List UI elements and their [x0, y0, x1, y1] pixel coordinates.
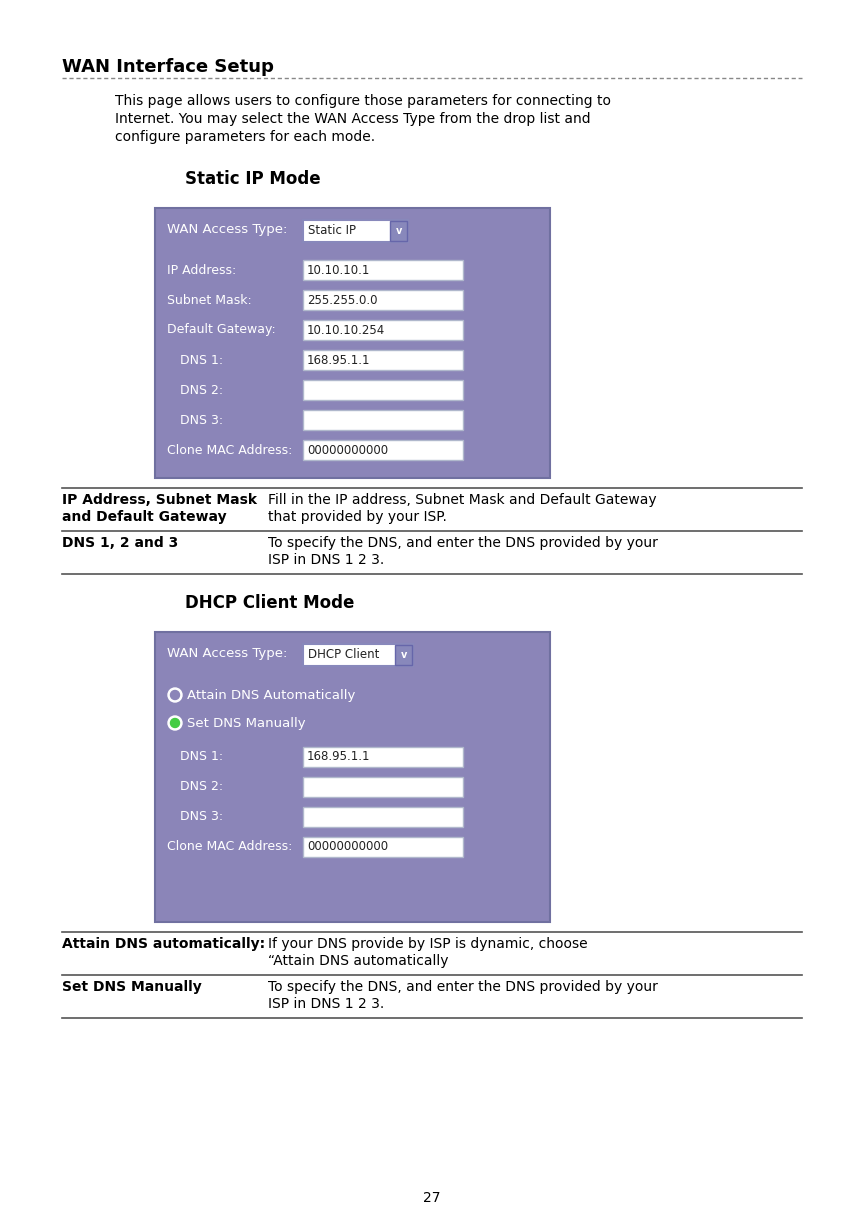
Text: 168.95.1.1: 168.95.1.1 [307, 750, 371, 764]
Text: 00000000000: 00000000000 [307, 840, 388, 853]
Text: Clone MAC Address:: Clone MAC Address: [167, 840, 292, 853]
Bar [303, 747, 463, 768]
Text: DNS 1:: DNS 1: [180, 750, 223, 764]
Text: 00000000000: 00000000000 [307, 443, 388, 457]
Bar [155, 208, 550, 478]
Text: 168.95.1.1: 168.95.1.1 [307, 354, 371, 366]
Text: DNS 2:: DNS 2: [180, 781, 223, 793]
Text: v: v [401, 650, 407, 659]
Text: Static IP Mode: Static IP Mode [185, 169, 321, 188]
Bar [155, 632, 550, 922]
Text: To specify the DNS, and enter the DNS provided by your: To specify the DNS, and enter the DNS pr… [268, 980, 658, 993]
Text: DNS 1, 2 and 3: DNS 1, 2 and 3 [62, 535, 178, 550]
Text: DHCP Client Mode: DHCP Client Mode [185, 594, 354, 612]
Bar [303, 777, 463, 797]
Text: WAN Access Type:: WAN Access Type: [167, 647, 288, 659]
Text: Default Gateway:: Default Gateway: [167, 323, 276, 336]
Text: Attain DNS Automatically: Attain DNS Automatically [187, 689, 355, 701]
Circle shape [170, 718, 180, 727]
Text: Clone MAC Address:: Clone MAC Address: [167, 443, 292, 457]
Text: DNS 1:: DNS 1: [180, 354, 223, 366]
Text: “Attain DNS automatically: “Attain DNS automatically [268, 954, 448, 968]
Circle shape [168, 716, 182, 729]
Bar [303, 260, 463, 280]
Text: DHCP Client: DHCP Client [308, 648, 379, 662]
Text: Attain DNS automatically:: Attain DNS automatically: [62, 937, 265, 950]
Text: Internet. You may select the WAN Access Type from the drop list and: Internet. You may select the WAN Access … [115, 112, 591, 126]
Bar [303, 643, 413, 666]
Bar [303, 290, 463, 309]
Text: If your DNS provide by ISP is dynamic, choose: If your DNS provide by ISP is dynamic, c… [268, 937, 588, 950]
Bar [303, 379, 463, 400]
Text: that provided by your ISP.: that provided by your ISP. [268, 510, 447, 524]
Circle shape [168, 688, 182, 702]
Bar [303, 350, 463, 370]
Text: To specify the DNS, and enter the DNS provided by your: To specify the DNS, and enter the DNS pr… [268, 535, 658, 550]
Text: This page allows users to configure those parameters for connecting to: This page allows users to configure thos… [115, 95, 611, 108]
Bar [303, 321, 463, 340]
Bar [303, 837, 463, 857]
Bar [390, 221, 407, 241]
Bar [303, 440, 463, 460]
Text: 27: 27 [423, 1191, 441, 1205]
Text: Subnet Mask:: Subnet Mask: [167, 293, 251, 307]
Text: Set DNS Manually: Set DNS Manually [62, 980, 202, 993]
Text: DNS 2:: DNS 2: [180, 383, 223, 397]
Text: v: v [396, 226, 402, 236]
Text: and Default Gateway: and Default Gateway [62, 510, 226, 524]
Text: configure parameters for each mode.: configure parameters for each mode. [115, 130, 375, 144]
Text: Fill in the IP address, Subnet Mask and Default Gateway: Fill in the IP address, Subnet Mask and … [268, 492, 657, 507]
Text: Static IP: Static IP [308, 225, 356, 237]
Text: 10.10.10.1: 10.10.10.1 [307, 264, 371, 276]
Text: Set DNS Manually: Set DNS Manually [187, 716, 306, 729]
Bar [303, 220, 408, 242]
Text: ISP in DNS 1 2 3.: ISP in DNS 1 2 3. [268, 553, 384, 567]
Circle shape [170, 690, 180, 700]
Text: 10.10.10.254: 10.10.10.254 [307, 323, 385, 336]
Text: WAN Interface Setup: WAN Interface Setup [62, 58, 274, 76]
Bar [395, 645, 412, 666]
Text: ISP in DNS 1 2 3.: ISP in DNS 1 2 3. [268, 997, 384, 1011]
Text: IP Address, Subnet Mask: IP Address, Subnet Mask [62, 492, 257, 507]
Text: 255.255.0.0: 255.255.0.0 [307, 293, 378, 307]
Bar [303, 807, 463, 826]
Text: IP Address:: IP Address: [167, 264, 236, 276]
Text: WAN Access Type:: WAN Access Type: [167, 223, 288, 236]
Text: DNS 3:: DNS 3: [180, 414, 223, 426]
Text: DNS 3:: DNS 3: [180, 810, 223, 824]
Bar [303, 410, 463, 430]
